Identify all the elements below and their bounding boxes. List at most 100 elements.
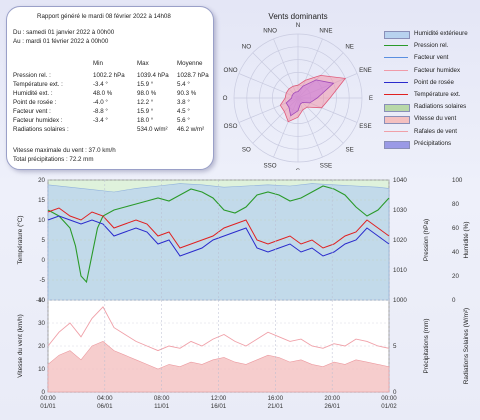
period-to: Au : mardi 01 février 2022 à 00h00 <box>13 38 109 45</box>
x-tick-time: 00:00 <box>40 395 56 402</box>
stat-avg: 3.8 ° <box>177 99 190 106</box>
x-tick-time: 00:00 <box>381 395 397 402</box>
legend-swatch <box>384 116 410 125</box>
humidity-tick-label: 80 <box>452 201 459 208</box>
stat-min: 1002.2 hPa <box>93 72 125 79</box>
legend-label: Précipitations <box>414 139 452 147</box>
legend-label: Radiations solaires <box>414 103 467 111</box>
col-header-avg: Moyenne <box>177 60 203 67</box>
legend-label: Pression rel. <box>414 42 449 50</box>
stat-label: Facteur vent : <box>13 108 51 115</box>
stat-min: -3.4 ° <box>93 117 108 124</box>
wind-tick-label: 0 <box>42 389 46 396</box>
x-tick-date: 01/01 <box>40 403 56 410</box>
temp-tick-label: -5 <box>39 277 45 284</box>
temp-tick-label: 15 <box>38 197 45 204</box>
humidity-axis-title: Humidité (%) <box>463 222 470 259</box>
col-header-max: Max <box>137 60 149 67</box>
x-tick-time: 12:00 <box>211 395 227 402</box>
rain-tick-label: 0 <box>393 389 397 396</box>
rose-dir-label: O <box>223 95 228 102</box>
rose-dir-label: NE <box>345 43 354 50</box>
temp-tick-label: -10 <box>36 297 46 304</box>
rose-dir-label: NNE <box>319 28 332 35</box>
rain-axis-title: Précipitations (mm) <box>423 318 430 373</box>
rose-dir-label: NNO <box>263 28 277 35</box>
stat-min: 48.0 % <box>93 90 113 97</box>
rose-dir-label: ESE <box>359 123 371 130</box>
legend-swatch <box>384 45 408 47</box>
rose-dir-label: N <box>296 22 300 29</box>
stat-min: -3.4 ° <box>93 81 108 88</box>
rose-speed-area <box>285 79 335 117</box>
temp-tick-label: 0 <box>42 257 46 264</box>
wind-speed-area <box>47 341 390 393</box>
stat-avg: 1028.7 hPa <box>177 72 209 79</box>
legend-item: Humidité extérieure <box>384 28 478 40</box>
wind-axis-title: Vitesse du vent (km/h) <box>17 314 24 377</box>
pressure-tick-label: 1020 <box>393 237 407 244</box>
rose-dir-label: NO <box>242 43 251 50</box>
x-tick-date: 26/01 <box>324 403 340 410</box>
legend-swatch <box>384 130 408 132</box>
stat-min: -4.0 ° <box>93 99 108 106</box>
rose-dir-label: SO <box>242 147 251 154</box>
report-title: Rapport généré le mardi 08 février 2022 … <box>37 13 171 20</box>
legend-swatch <box>384 57 408 59</box>
legend-label: Facteur humidex <box>414 66 461 74</box>
x-tick-date: 01/02 <box>381 403 397 410</box>
wind-tick-label: 30 <box>38 320 45 327</box>
humidity-tick-label: 100 <box>452 177 463 184</box>
legend-label: Vitesse du vent <box>414 115 457 123</box>
temp-tick-label: 5 <box>42 237 46 244</box>
rose-title: Vents dominants <box>268 12 327 21</box>
legend-item: Rafales de vent <box>384 126 478 138</box>
total-rain: Total précipitations : 72.2 mm <box>13 156 94 163</box>
legend-label: Facteur vent <box>414 54 449 62</box>
temp-tick-label: 20 <box>38 177 45 184</box>
stat-avg: 4.5 ° <box>177 108 190 115</box>
legend-item: Température ext. <box>384 89 478 101</box>
stat-label: Facteur humidex : <box>13 117 63 124</box>
legend-swatch <box>384 69 408 71</box>
wind-tick-label: 40 <box>38 297 45 304</box>
period-from: Du : samedi 01 janvier 2022 à 00h00 <box>13 29 115 36</box>
stat-avg: 5.4 ° <box>177 81 190 88</box>
legend-label: Température ext. <box>414 90 461 98</box>
x-tick-time: 16:00 <box>268 395 284 402</box>
pressure-tick-label: 1030 <box>393 207 407 214</box>
temp-tick-label: 10 <box>38 217 45 224</box>
legend-item: Vitesse du vent <box>384 113 478 125</box>
x-tick-date: 11/01 <box>154 403 170 410</box>
rose-dir-label: ONO <box>224 67 238 74</box>
rose-dir-label: S <box>296 168 300 170</box>
legend-swatch <box>384 104 410 113</box>
rose-dir-label: SE <box>345 147 353 154</box>
humidity-tick-label: 40 <box>452 249 459 256</box>
legend: Humidité extérieure Pression rel. Facteur … <box>384 28 478 150</box>
x-tick-time: 08:00 <box>154 395 170 402</box>
legend-label: Rafales de vent <box>414 127 457 135</box>
legend-swatch <box>384 31 410 39</box>
solar-axis-title: Radiations Solaires (W/m²) <box>463 308 470 384</box>
legend-item: Radiations solaires <box>384 101 478 113</box>
wind-tick-label: 20 <box>38 343 45 350</box>
rose-dir-label: OSO <box>224 123 238 130</box>
legend-swatch <box>384 81 408 83</box>
stat-label: Radiations solaires : <box>13 126 69 133</box>
humidity-tick-label: 0 <box>452 297 456 304</box>
rose-dir-label: ENE <box>359 67 372 74</box>
x-tick-date: 16/01 <box>211 403 227 410</box>
stat-label: Humidité ext. : <box>13 90 53 97</box>
wind-tick-label: 10 <box>38 366 45 373</box>
stat-max: 98.0 % <box>137 90 157 97</box>
x-tick-date: 06/01 <box>97 403 113 410</box>
stat-min: -8.8 ° <box>93 108 108 115</box>
pressure-tick-label: 1040 <box>393 177 407 184</box>
pressure-line <box>47 185 390 284</box>
pressure-axis-title: Pression (hPa) <box>423 219 430 261</box>
stat-avg: 46.2 w/m² <box>177 126 205 133</box>
legend-label: Humidité extérieure <box>414 30 468 37</box>
legend-swatch <box>384 140 410 149</box>
legend-item: Pression rel. <box>384 40 478 52</box>
